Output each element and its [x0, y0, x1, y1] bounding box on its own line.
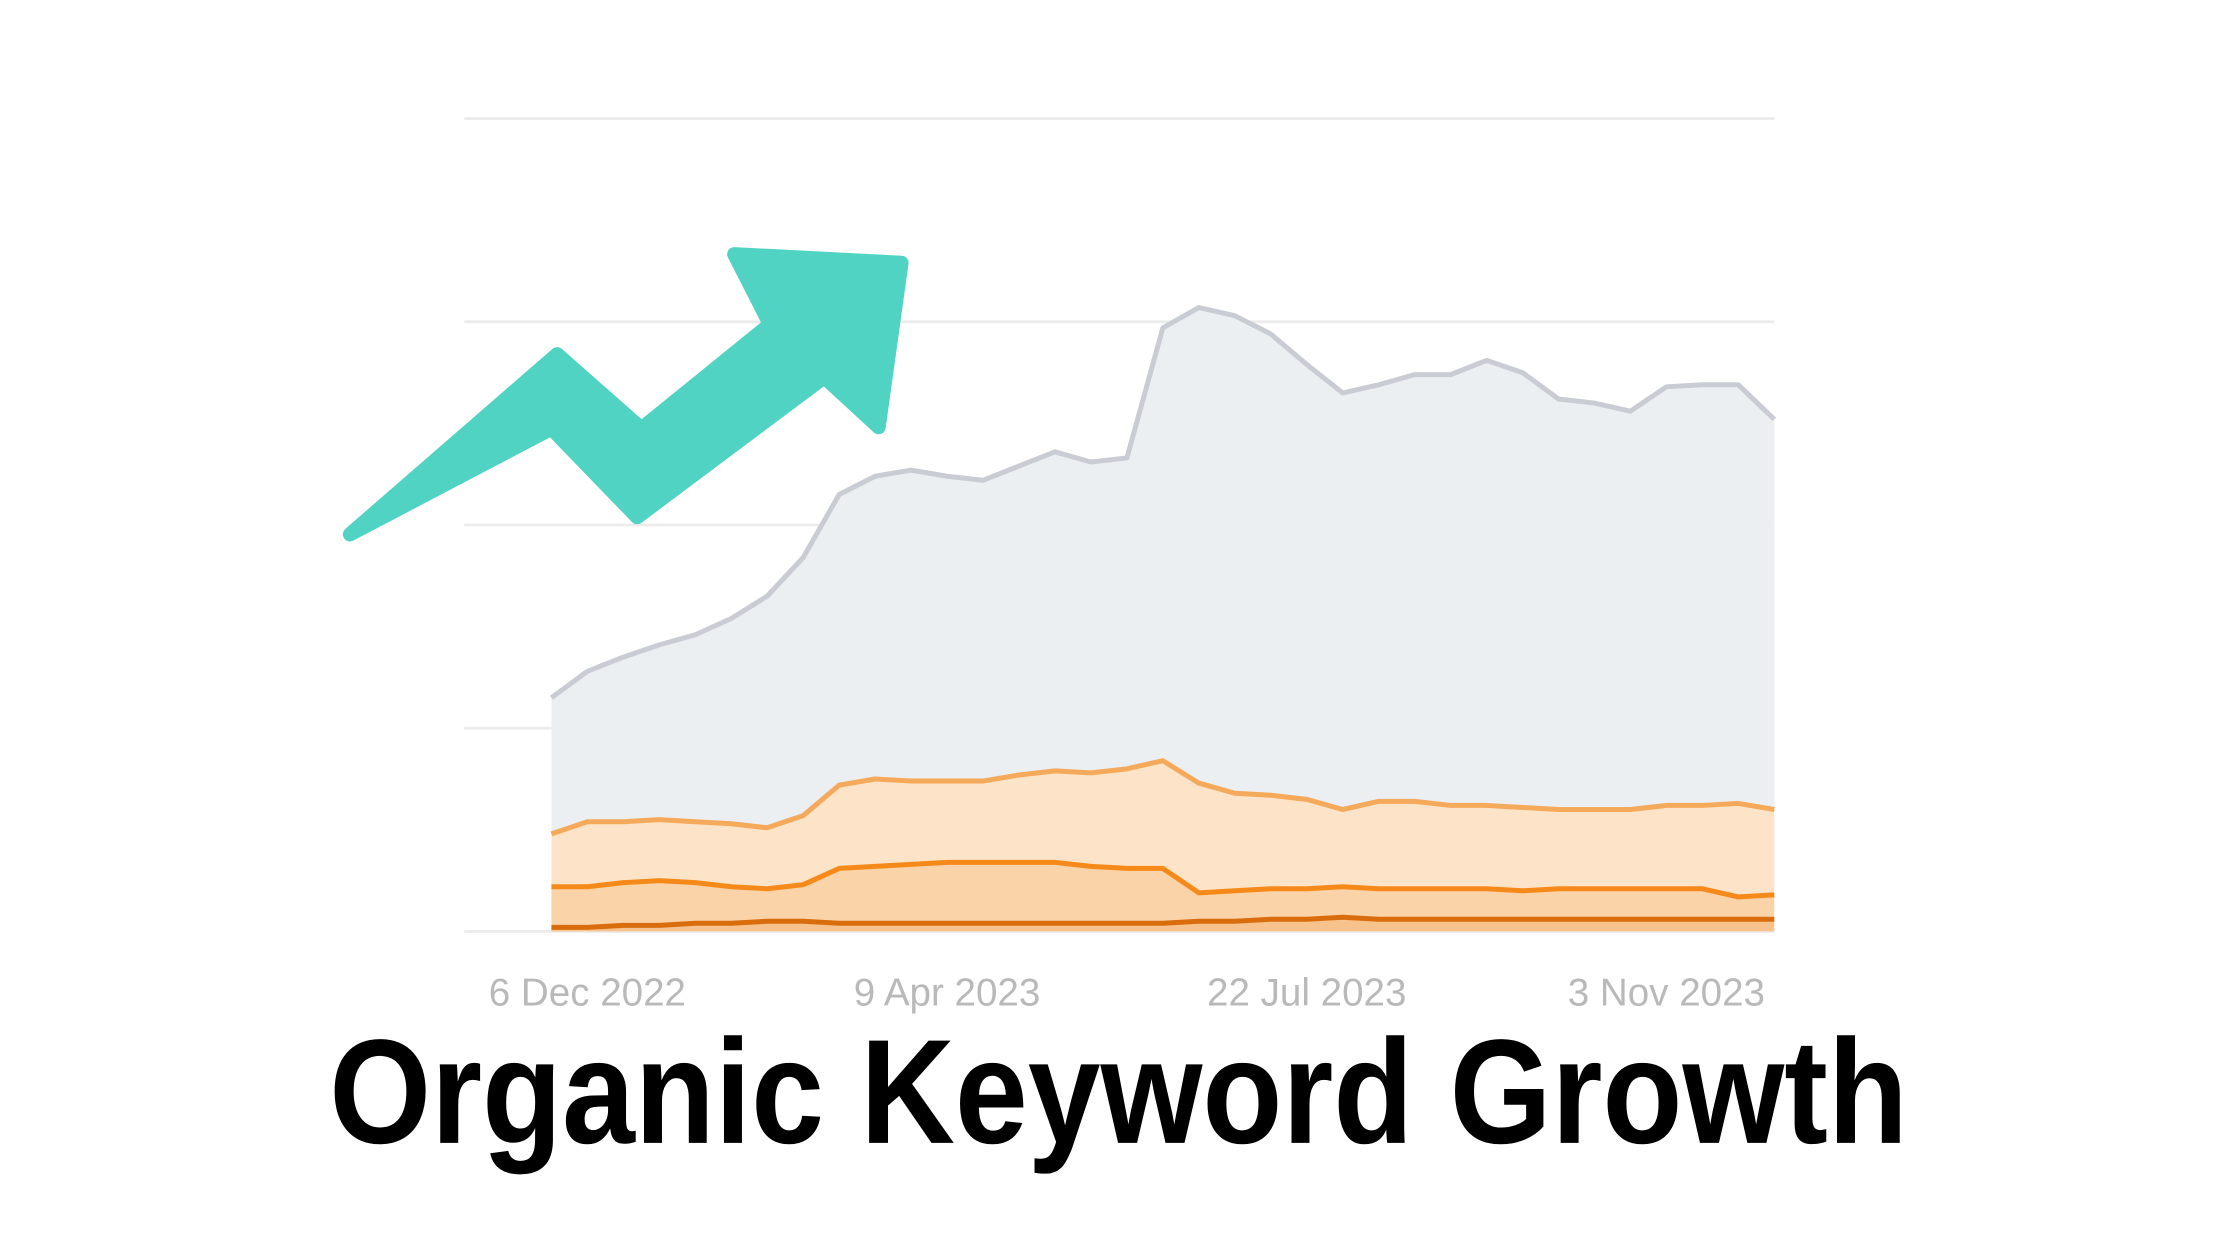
x-axis: 6 Dec 2022 9 Apr 2023 22 Jul 2023 3 Nov 202…: [489, 972, 1765, 1015]
x-tick-label: 9 Apr 2023: [854, 972, 1041, 1015]
growth-arrow: [342, 247, 909, 542]
line: [551, 859, 1775, 900]
lines: [549, 305, 1777, 930]
line: [551, 914, 1775, 930]
area: [551, 862, 1775, 928]
x-tick-label: 22 Jul 2023: [1207, 972, 1406, 1015]
line: [549, 305, 1777, 700]
x-tick-label: 3 Nov 2023: [1568, 972, 1765, 1015]
area: [551, 760, 1775, 897]
chart-title: Organic Keyword Growth: [329, 1010, 1908, 1175]
x-tick-label: 6 Dec 2022: [489, 972, 686, 1015]
area: [551, 307, 1775, 834]
line: [550, 758, 1775, 837]
